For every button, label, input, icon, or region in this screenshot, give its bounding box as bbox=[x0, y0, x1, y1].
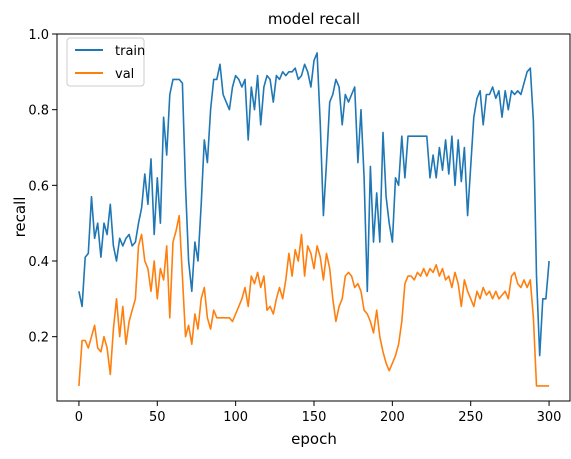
series-line-train bbox=[78, 52, 550, 357]
y-axis-label: recall bbox=[11, 197, 29, 238]
legend-label-val: val bbox=[115, 67, 134, 82]
x-axis-label: epoch bbox=[291, 430, 337, 448]
chart-title: model recall bbox=[268, 10, 360, 28]
legend-label-train: train bbox=[115, 44, 145, 59]
x-tick-label: 200 bbox=[380, 410, 405, 425]
series-line-val bbox=[78, 214, 550, 387]
y-tick-label: 0.6 bbox=[28, 179, 49, 194]
legend: train val bbox=[66, 37, 145, 87]
x-tick-label: 0 bbox=[75, 410, 83, 425]
y-tick-label: 0.8 bbox=[28, 104, 49, 119]
x-tick-label: 250 bbox=[458, 410, 483, 425]
x-tick-label: 300 bbox=[537, 410, 562, 425]
x-tick-label: 50 bbox=[149, 410, 166, 425]
x-tick-label: 150 bbox=[302, 410, 327, 425]
y-tick-label: 0.2 bbox=[28, 331, 49, 346]
x-tick-label: 100 bbox=[223, 410, 248, 425]
y-tick-label: 0.4 bbox=[28, 255, 49, 270]
y-axis: 0.2 0.4 0.6 0.8 1.0 bbox=[28, 28, 57, 346]
x-axis: 0 50 100 150 200 250 300 bbox=[75, 401, 562, 425]
y-tick-label: 1.0 bbox=[28, 28, 49, 43]
plot-area bbox=[56, 33, 571, 402]
